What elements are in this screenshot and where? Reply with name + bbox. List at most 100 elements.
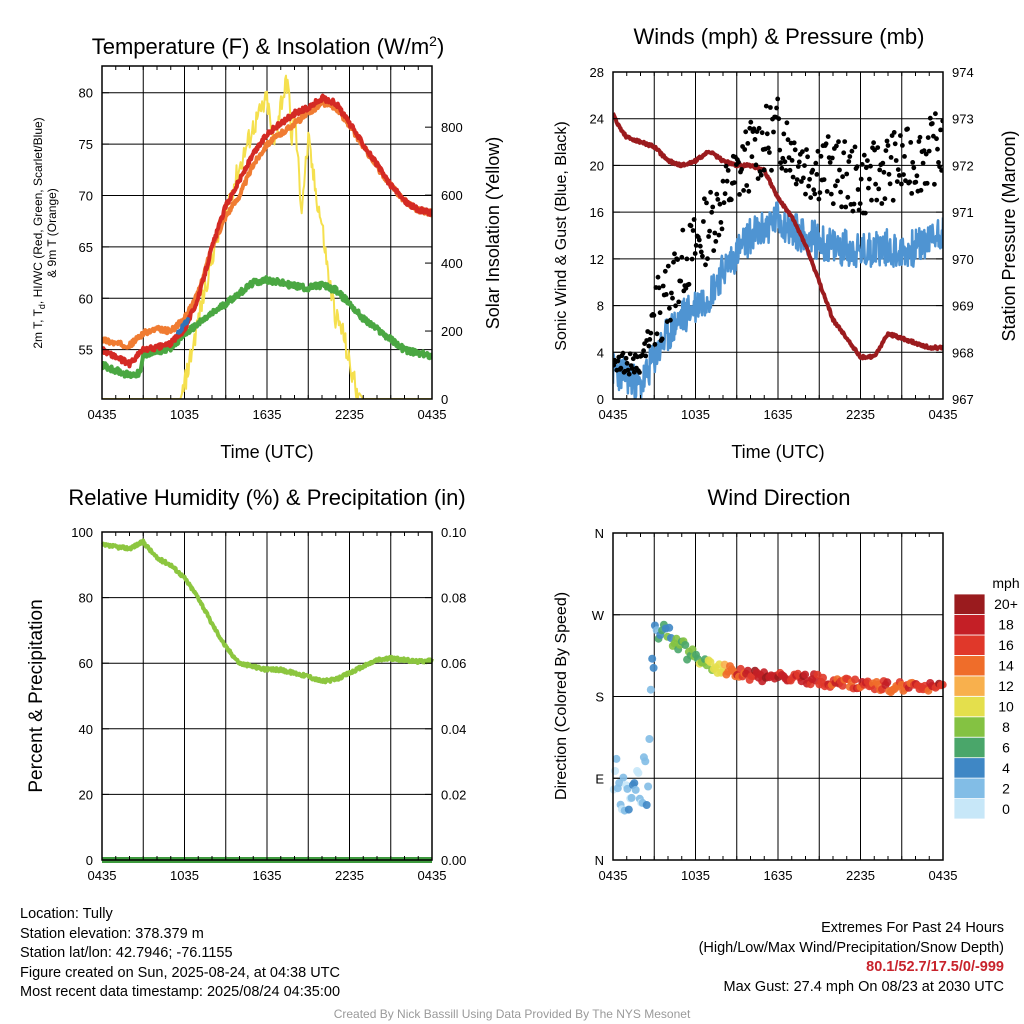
temperature-ytick-right-label: 800: [441, 120, 463, 135]
gust-point: [846, 159, 852, 164]
speed-legend: 0 2 4 6 8 10 12 14 16 18 20+: [953, 593, 1018, 820]
humidity-ylabel-left: Percent & Precipitation: [26, 599, 47, 792]
gust-point: [648, 330, 654, 336]
speed-legend-label: 2: [1002, 780, 1010, 796]
temperature-axes: 0435 1035 1635 2235 043555606570758002004006…: [79, 66, 463, 422]
winds-ytick-label: 16: [590, 205, 604, 220]
gust-point: [771, 129, 776, 135]
speed-legend-label: 16: [998, 637, 1014, 653]
temperature-xtick-label: 0435: [88, 407, 117, 422]
direction-point: [681, 641, 690, 649]
gust-point: [842, 139, 848, 145]
gust-point: [851, 201, 857, 207]
direction-point: [612, 754, 621, 763]
gust-point: [938, 127, 943, 133]
gust-point: [843, 204, 849, 210]
gust-point: [743, 129, 749, 135]
gust-point: [898, 133, 903, 139]
direction-point: [624, 805, 633, 814]
gust-point: [662, 268, 668, 274]
gust-point: [868, 163, 873, 169]
gust-point: [784, 120, 790, 126]
gust-point: [888, 155, 894, 160]
gust-point: [887, 181, 893, 187]
gust-point: [795, 164, 801, 169]
direction-xtick-label: 1635: [764, 868, 793, 883]
gust-point: [629, 366, 635, 371]
gust-point: [825, 134, 831, 140]
direction-ytick-label: S: [595, 690, 604, 705]
gust-point: [683, 285, 689, 291]
gust-point: [876, 186, 882, 192]
direction-point: [851, 675, 860, 684]
temperature-series: [102, 74, 432, 399]
created-text: Figure created on Sun, 2025-08-24, at 04…: [20, 964, 340, 981]
humidity-line: [100, 538, 434, 685]
speed-legend-title: mph: [992, 575, 1019, 591]
gust-point: [817, 190, 823, 196]
gust-point: [854, 164, 860, 170]
humidity-xtick-label: 1635: [253, 868, 282, 883]
humidity-xtick-label: 0435: [88, 868, 117, 883]
gust-point: [806, 183, 811, 189]
gust-point: [722, 191, 728, 197]
gust-point: [818, 153, 824, 159]
direction-point: [644, 782, 653, 791]
gust-point: [932, 181, 937, 187]
heat_index-line: [175, 317, 191, 335]
gust-point: [739, 167, 744, 172]
temperature-ytick-label: 65: [79, 240, 93, 255]
gust-point: [717, 201, 723, 207]
direction-point: [648, 654, 657, 663]
gust-point: [893, 158, 899, 163]
direction-point: [623, 784, 632, 793]
gust-point: [697, 243, 703, 249]
temperature-ytick-right-label: 0: [441, 392, 448, 407]
gust-point: [881, 169, 887, 175]
gust-point: [776, 116, 782, 122]
gust-point: [810, 167, 816, 173]
gust-point: [828, 191, 834, 197]
gust-point: [934, 136, 939, 142]
gust-point: [908, 140, 914, 145]
gust-point: [672, 251, 677, 257]
gust-point: [731, 180, 737, 186]
gust-point: [786, 155, 792, 161]
gust-point: [721, 200, 727, 206]
gust-point: [654, 331, 660, 337]
gust-point: [804, 147, 809, 153]
gust-point: [882, 196, 888, 202]
gust-point: [920, 160, 926, 166]
gust-point: [779, 165, 785, 171]
humidity-ytick-label: 40: [79, 722, 93, 737]
gust-point: [890, 197, 896, 203]
gust-point: [723, 163, 729, 169]
gust-point: [678, 278, 684, 284]
humidity-ytick-right-label: 0.06: [441, 656, 466, 671]
gust-point: [926, 148, 932, 154]
gust-point: [712, 230, 718, 236]
gust-point: [895, 167, 901, 173]
winds-ytick-right-label: 972: [952, 158, 974, 173]
gust-point: [627, 351, 633, 357]
gust-point: [834, 143, 839, 149]
gust-point: [869, 197, 874, 203]
gust-point: [823, 141, 829, 147]
gust-point: [800, 149, 805, 155]
humidity-ytick-label: 60: [79, 656, 93, 671]
gust-point: [929, 121, 935, 126]
gust-point: [688, 223, 694, 229]
gust-point: [785, 137, 791, 143]
winds-ytick-right-label: 969: [952, 299, 974, 314]
gust-point: [700, 253, 705, 259]
gust-point: [796, 159, 802, 165]
gust-point: [630, 356, 636, 362]
gust-point: [671, 259, 676, 265]
gust-point: [718, 220, 724, 225]
speed-legend-label: 0: [1002, 801, 1010, 817]
gust-point: [686, 281, 692, 287]
gust-point: [865, 158, 870, 164]
speed-legend-label: 18: [998, 617, 1014, 633]
gust-point: [655, 274, 661, 280]
gust-point: [763, 103, 769, 109]
